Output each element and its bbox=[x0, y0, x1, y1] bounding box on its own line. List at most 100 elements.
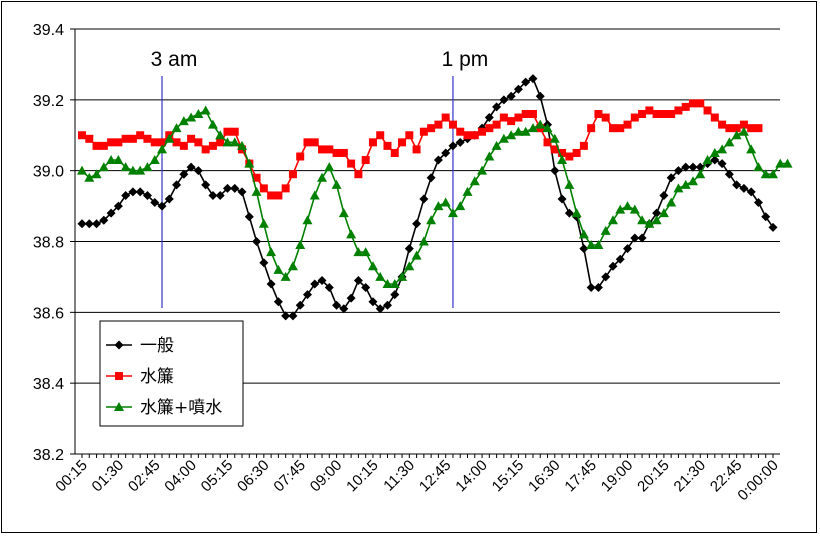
data-point bbox=[427, 124, 436, 133]
data-point bbox=[739, 120, 748, 129]
data-point bbox=[616, 124, 625, 133]
legend-label: 一般 bbox=[140, 336, 174, 356]
x-tick-label: 09:00 bbox=[307, 457, 346, 496]
data-point bbox=[557, 194, 567, 204]
data-point bbox=[528, 74, 538, 84]
data-point bbox=[367, 261, 378, 271]
data-point bbox=[754, 124, 763, 133]
y-tick-label: 38.8 bbox=[33, 235, 64, 252]
data-point bbox=[339, 148, 348, 157]
data-point bbox=[412, 145, 421, 154]
data-point bbox=[222, 137, 233, 147]
data-point bbox=[135, 187, 145, 197]
data-point bbox=[492, 102, 502, 112]
data-point bbox=[310, 138, 319, 147]
data-point bbox=[383, 141, 392, 150]
data-point bbox=[673, 183, 684, 193]
data-point bbox=[143, 134, 152, 143]
data-point bbox=[172, 138, 181, 147]
x-tick-label: 10:15 bbox=[343, 457, 382, 496]
data-point bbox=[259, 184, 268, 193]
data-point bbox=[593, 283, 603, 293]
data-point bbox=[484, 151, 495, 161]
data-point bbox=[295, 240, 306, 250]
data-point bbox=[528, 110, 537, 118]
data-point bbox=[572, 148, 581, 157]
data-point bbox=[346, 293, 356, 303]
data-point bbox=[128, 134, 137, 143]
data-point bbox=[491, 140, 502, 150]
data-point bbox=[354, 170, 363, 179]
data-point bbox=[651, 215, 662, 225]
data-point bbox=[601, 113, 610, 122]
y-tick-label: 39.0 bbox=[33, 164, 64, 181]
data-point bbox=[186, 162, 196, 172]
data-point bbox=[535, 91, 545, 101]
data-point bbox=[753, 162, 764, 172]
data-point bbox=[164, 194, 174, 204]
data-point bbox=[579, 141, 588, 150]
data-point bbox=[550, 145, 559, 154]
data-point bbox=[463, 131, 472, 140]
data-point bbox=[586, 240, 597, 250]
data-point bbox=[251, 186, 262, 196]
data-point bbox=[564, 179, 575, 189]
data-point bbox=[732, 180, 742, 190]
data-point bbox=[506, 130, 517, 140]
data-point bbox=[172, 180, 182, 190]
data-point bbox=[208, 141, 217, 150]
data-point bbox=[287, 261, 298, 271]
data-point bbox=[324, 283, 334, 293]
data-point bbox=[768, 169, 778, 179]
data-point bbox=[157, 144, 168, 154]
data-point bbox=[746, 187, 756, 197]
data-point bbox=[128, 187, 138, 197]
data-point bbox=[106, 155, 117, 165]
x-tick-label: 06:30 bbox=[234, 457, 273, 496]
data-point bbox=[659, 110, 668, 118]
data-point bbox=[390, 148, 399, 157]
data-point bbox=[630, 233, 640, 243]
data-point bbox=[645, 106, 654, 115]
data-point bbox=[607, 215, 618, 225]
data-point bbox=[433, 201, 444, 211]
data-point bbox=[158, 138, 167, 147]
data-point bbox=[288, 311, 298, 321]
data-point bbox=[375, 271, 386, 281]
data-point bbox=[114, 138, 123, 147]
data-point bbox=[478, 127, 487, 136]
annotations: 3 am 1 pm bbox=[151, 48, 488, 308]
data-point bbox=[361, 283, 371, 293]
data-point bbox=[725, 124, 734, 133]
data-point bbox=[710, 113, 719, 122]
data-point bbox=[687, 176, 698, 186]
data-point bbox=[281, 184, 290, 193]
data-point bbox=[84, 172, 95, 182]
data-point bbox=[273, 264, 284, 274]
data-point bbox=[179, 141, 188, 150]
data-point bbox=[274, 191, 283, 200]
data-point bbox=[418, 236, 429, 246]
data-point bbox=[513, 84, 523, 94]
data-point bbox=[318, 145, 327, 154]
y-tick-label: 38.2 bbox=[33, 447, 64, 464]
data-point bbox=[99, 215, 109, 225]
x-tick-label: 20:15 bbox=[634, 457, 673, 496]
data-point bbox=[571, 208, 582, 218]
x-tick-label: 15:15 bbox=[489, 457, 528, 496]
data-point bbox=[448, 141, 458, 151]
data-point bbox=[637, 233, 647, 243]
data-point bbox=[434, 120, 443, 129]
data-point bbox=[710, 155, 720, 165]
data-point bbox=[441, 113, 450, 122]
data-point bbox=[91, 169, 102, 179]
data-point bbox=[361, 156, 370, 165]
data-point bbox=[587, 124, 596, 133]
data-point bbox=[412, 219, 422, 229]
series-3 bbox=[77, 105, 793, 288]
annotation-label: 3 am bbox=[151, 48, 198, 71]
data-point bbox=[419, 194, 429, 204]
data-point bbox=[688, 99, 697, 108]
data-point bbox=[492, 120, 501, 129]
